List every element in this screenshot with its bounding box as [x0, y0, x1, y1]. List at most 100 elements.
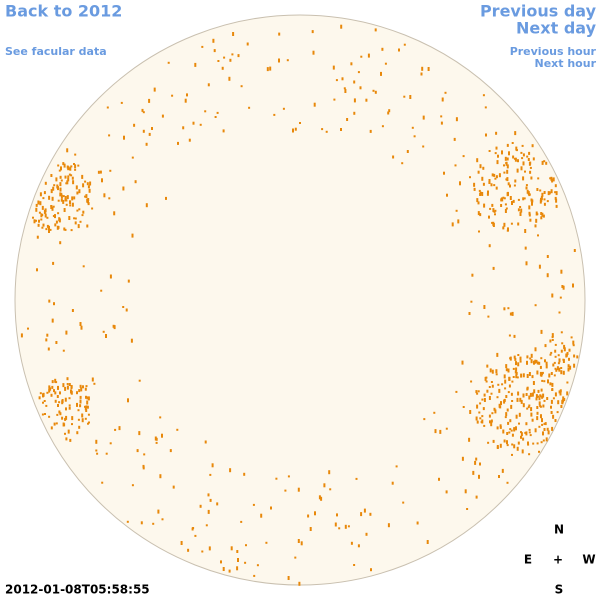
facula: [552, 397, 555, 400]
facula: [473, 187, 476, 191]
facula: [522, 373, 525, 378]
facula: [141, 108, 144, 112]
back-link[interactable]: Back to 2012: [5, 2, 122, 21]
facula: [492, 439, 495, 443]
facula: [169, 449, 172, 453]
facula: [536, 416, 539, 421]
facula: [384, 62, 387, 65]
facula: [199, 504, 202, 508]
previous-day-link[interactable]: Previous day: [480, 2, 597, 21]
facula: [501, 468, 504, 473]
facula: [130, 338, 133, 343]
facula: [540, 388, 543, 392]
facula: [398, 48, 400, 52]
facula: [546, 200, 549, 203]
facula: [492, 221, 495, 226]
facula: [531, 418, 534, 422]
facula: [38, 396, 41, 400]
facula: [557, 354, 560, 357]
facula: [61, 416, 64, 420]
facula: [548, 191, 551, 195]
facula: [228, 76, 231, 81]
facula: [493, 184, 496, 187]
facula: [488, 396, 491, 400]
facula: [59, 241, 62, 245]
facula: [525, 431, 528, 436]
facula: [133, 123, 136, 127]
facula: [374, 28, 377, 32]
facula: [42, 223, 45, 227]
facula: [199, 123, 202, 126]
facula: [475, 416, 478, 421]
facula: [66, 383, 69, 385]
facula: [57, 186, 59, 191]
facula: [82, 265, 85, 268]
facula: [426, 540, 429, 544]
facula: [540, 357, 543, 360]
facula: [40, 218, 43, 221]
facula: [45, 404, 48, 407]
facula: [37, 223, 40, 227]
facula: [481, 192, 484, 196]
facula: [541, 372, 544, 376]
facula: [55, 341, 58, 344]
facula: [507, 421, 510, 425]
facula: [86, 405, 89, 409]
facula: [99, 170, 102, 174]
facula: [539, 394, 542, 398]
facula: [503, 399, 506, 404]
facula: [33, 219, 36, 224]
facula: [531, 144, 534, 148]
facula: [499, 443, 502, 448]
facula: [522, 403, 525, 408]
facula: [491, 412, 494, 415]
facula: [562, 359, 565, 363]
facula: [538, 264, 541, 269]
facula: [519, 356, 522, 361]
previous-hour-link[interactable]: Previous hour: [510, 45, 597, 58]
facula: [344, 89, 347, 93]
facula: [551, 426, 554, 431]
facula: [505, 364, 508, 369]
next-day-link[interactable]: Next day: [516, 19, 597, 38]
facula: [498, 475, 500, 478]
facula: [528, 431, 531, 434]
facula: [544, 359, 546, 363]
facula: [180, 541, 183, 545]
facula: [512, 376, 515, 378]
facula: [520, 432, 523, 437]
facula: [321, 128, 324, 131]
facula: [79, 395, 82, 399]
facula: [55, 220, 58, 224]
facular-link[interactable]: See facular data: [5, 45, 107, 58]
facula: [56, 395, 59, 398]
facula: [499, 424, 502, 428]
facula: [66, 195, 69, 200]
facula: [51, 318, 54, 323]
facula: [520, 166, 523, 171]
facula: [527, 406, 530, 409]
facula: [506, 444, 509, 447]
facula: [204, 110, 207, 113]
facula: [528, 404, 531, 407]
facula: [511, 380, 514, 383]
facula: [43, 400, 46, 402]
facula: [478, 474, 480, 479]
facula: [507, 191, 509, 196]
facula: [520, 208, 523, 213]
facula: [488, 181, 491, 184]
facula: [526, 407, 529, 410]
facula: [483, 393, 486, 397]
facula: [473, 182, 476, 187]
facula: [153, 87, 156, 92]
facula: [503, 171, 506, 174]
facula: [520, 399, 523, 404]
facula: [511, 201, 513, 205]
facula: [260, 513, 263, 518]
facula: [472, 470, 475, 475]
next-hour-link[interactable]: Next hour: [535, 57, 597, 70]
facula: [243, 472, 246, 476]
facula: [540, 212, 543, 215]
facula: [64, 397, 67, 402]
facula: [511, 311, 514, 316]
